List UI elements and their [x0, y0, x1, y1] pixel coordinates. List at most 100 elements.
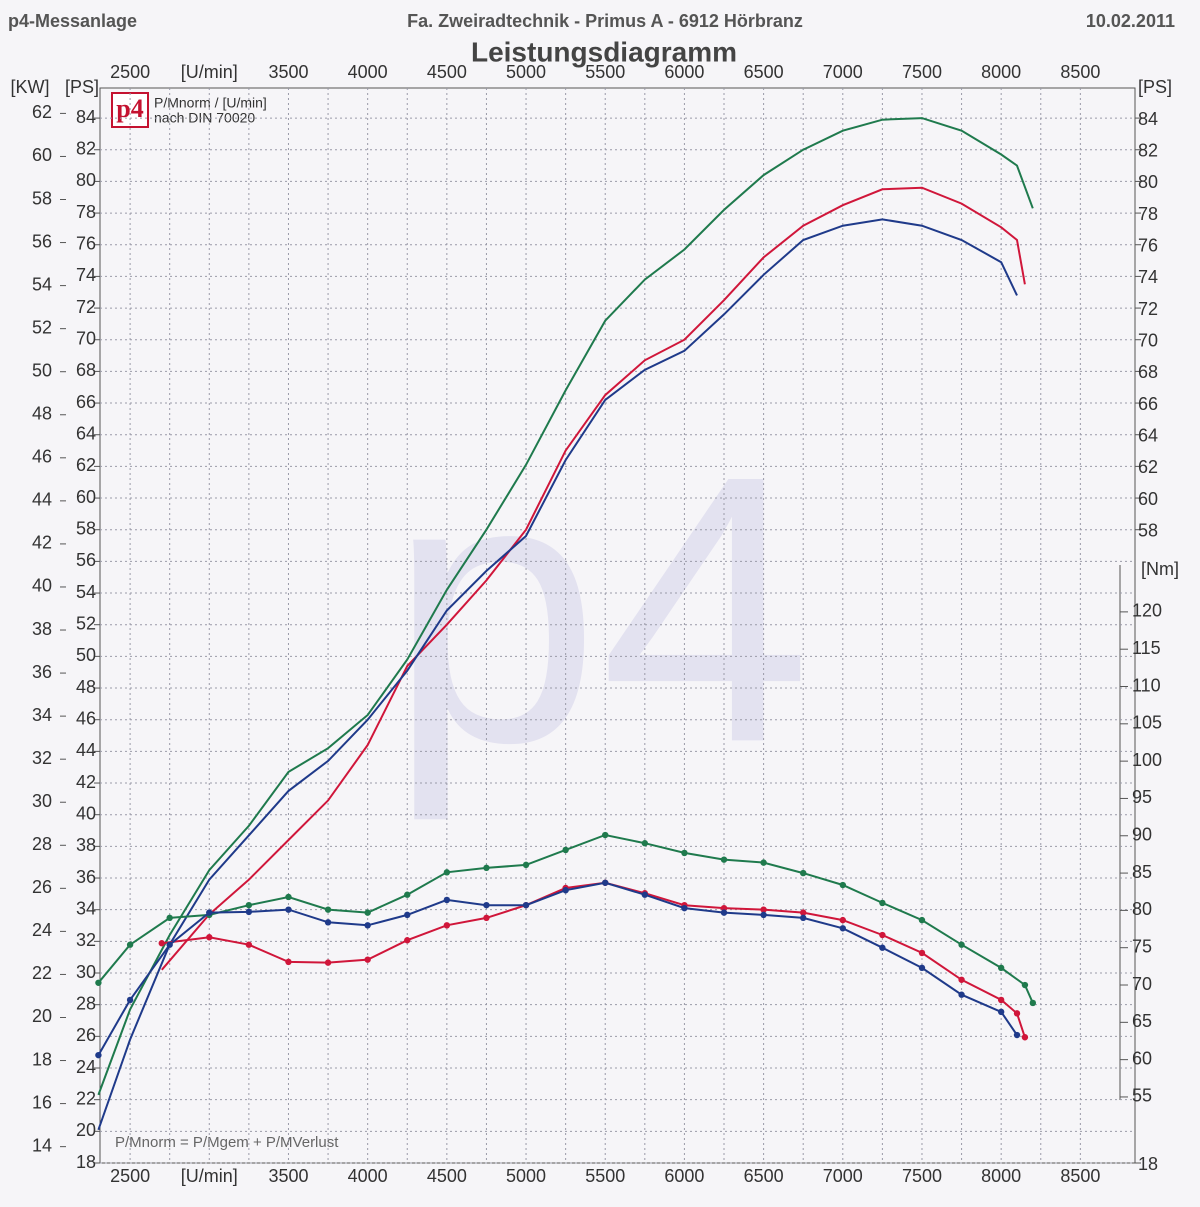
point — [641, 891, 649, 898]
y-tick-label: 46 — [76, 708, 96, 728]
footnote: P/Mnorm = P/Mgem + P/MVerlust — [115, 1134, 339, 1151]
point — [483, 901, 490, 909]
point — [602, 831, 609, 839]
point — [404, 891, 411, 898]
nm-tick-label: 90 — [1132, 825, 1152, 845]
series-line — [97, 218, 1018, 1131]
series-line — [161, 186, 1026, 971]
kw-tick-label: 50 — [32, 360, 52, 380]
kw-tick-label: 28 — [32, 834, 52, 854]
kw-tick-label: 56 — [32, 231, 52, 251]
point — [562, 846, 569, 854]
x-tick-label: 3500 — [268, 62, 308, 82]
kw-tick-label: 24 — [32, 920, 52, 940]
kw-tick-label: 62 — [32, 102, 52, 122]
point — [997, 996, 1005, 1004]
point — [918, 964, 926, 972]
y-tick-label: 58 — [76, 518, 96, 538]
y-tick-label-right: 72 — [1138, 299, 1158, 319]
point — [1029, 999, 1037, 1007]
y-tick-label: 68 — [76, 360, 96, 380]
y-tick-label-right: 60 — [1138, 489, 1158, 509]
point — [364, 956, 371, 963]
point — [839, 881, 846, 889]
x-tick-label: 7500 — [902, 62, 942, 82]
nm-tick-label: 75 — [1132, 936, 1152, 956]
legend-line: P/Mnorm / [U/min] — [154, 95, 267, 111]
nm-tick-label: 65 — [1132, 1011, 1152, 1031]
point — [166, 914, 173, 922]
point — [760, 906, 767, 913]
y-tick-label: 60 — [76, 487, 96, 507]
point — [95, 979, 102, 986]
y-tick-label: 62 — [76, 455, 96, 475]
kw-tick-label: 58 — [32, 188, 52, 208]
point — [997, 964, 1005, 972]
point — [404, 911, 411, 919]
nm-tick-label: 70 — [1132, 974, 1152, 994]
point — [285, 958, 292, 966]
point — [879, 899, 886, 907]
point — [681, 904, 688, 912]
point — [760, 911, 767, 919]
y-tick-label: 18 — [76, 1152, 96, 1172]
y-tick-label: 70 — [76, 328, 96, 348]
kw-tick-label: 36 — [32, 662, 52, 682]
kw-tick-label: 40 — [32, 576, 52, 596]
x-tick-label: 6000 — [664, 62, 704, 82]
y-tick-label: 54 — [76, 582, 96, 602]
x-tick-label: 5000 — [506, 62, 546, 82]
nm-tick-label: 60 — [1132, 1048, 1152, 1068]
y-tick-label: 74 — [76, 265, 96, 285]
y-tick-label-right: 64 — [1138, 425, 1158, 445]
point — [245, 901, 253, 909]
y-tick-label-right: 68 — [1138, 362, 1158, 382]
point — [443, 896, 451, 904]
ps-unit: [PS] — [65, 77, 99, 97]
y-tick-label: 48 — [76, 677, 96, 697]
point — [879, 931, 886, 939]
point — [126, 996, 134, 1004]
y-tick-label-right: 76 — [1138, 235, 1158, 255]
point — [958, 941, 965, 948]
kw-tick-label: 54 — [32, 274, 52, 294]
x-tick-label: 4500 — [427, 1166, 467, 1186]
y-tick-label: 26 — [76, 1025, 96, 1045]
nm-tick-label: 85 — [1132, 862, 1152, 882]
x-tick-label: [U/min] — [181, 1166, 238, 1186]
header-center: Fa. Zweiradtechnik - Primus A - 6912 Hör… — [407, 11, 803, 31]
x-tick-label: 6500 — [744, 1166, 784, 1186]
point — [245, 908, 253, 916]
y-tick-label: 30 — [76, 962, 96, 982]
point — [562, 887, 569, 894]
legend-line: nach DIN 70020 — [154, 110, 255, 126]
point — [918, 916, 926, 924]
y-tick-label: 32 — [76, 930, 96, 950]
kw-tick-label: 44 — [32, 490, 52, 510]
y-tick-label: 42 — [76, 772, 96, 792]
y-tick-label: 78 — [76, 202, 96, 222]
y-tick-label: 80 — [76, 170, 96, 190]
kw-tick-label: 14 — [32, 1135, 52, 1155]
point — [166, 941, 173, 948]
point — [1021, 981, 1029, 989]
nm-tick-label: 100 — [1132, 750, 1162, 770]
kw-tick-label: 52 — [32, 317, 52, 337]
point — [997, 1008, 1005, 1016]
kw-tick-label: 20 — [32, 1006, 52, 1026]
kw-tick-label: 16 — [32, 1092, 52, 1112]
point — [641, 840, 649, 847]
kw-tick-label: 30 — [32, 791, 52, 811]
nm-tick-label: 110 — [1132, 675, 1161, 695]
series-line — [97, 833, 1034, 1004]
nm-tick-label: 80 — [1132, 899, 1152, 919]
point — [206, 909, 213, 916]
point — [720, 909, 728, 916]
point — [958, 976, 965, 983]
y-tick-label: 76 — [76, 233, 96, 253]
kw-tick-label: 38 — [32, 619, 52, 639]
nm-tick-label: 55 — [1132, 1086, 1152, 1106]
nm-tick-label: 95 — [1132, 787, 1152, 807]
point — [1021, 1034, 1029, 1041]
